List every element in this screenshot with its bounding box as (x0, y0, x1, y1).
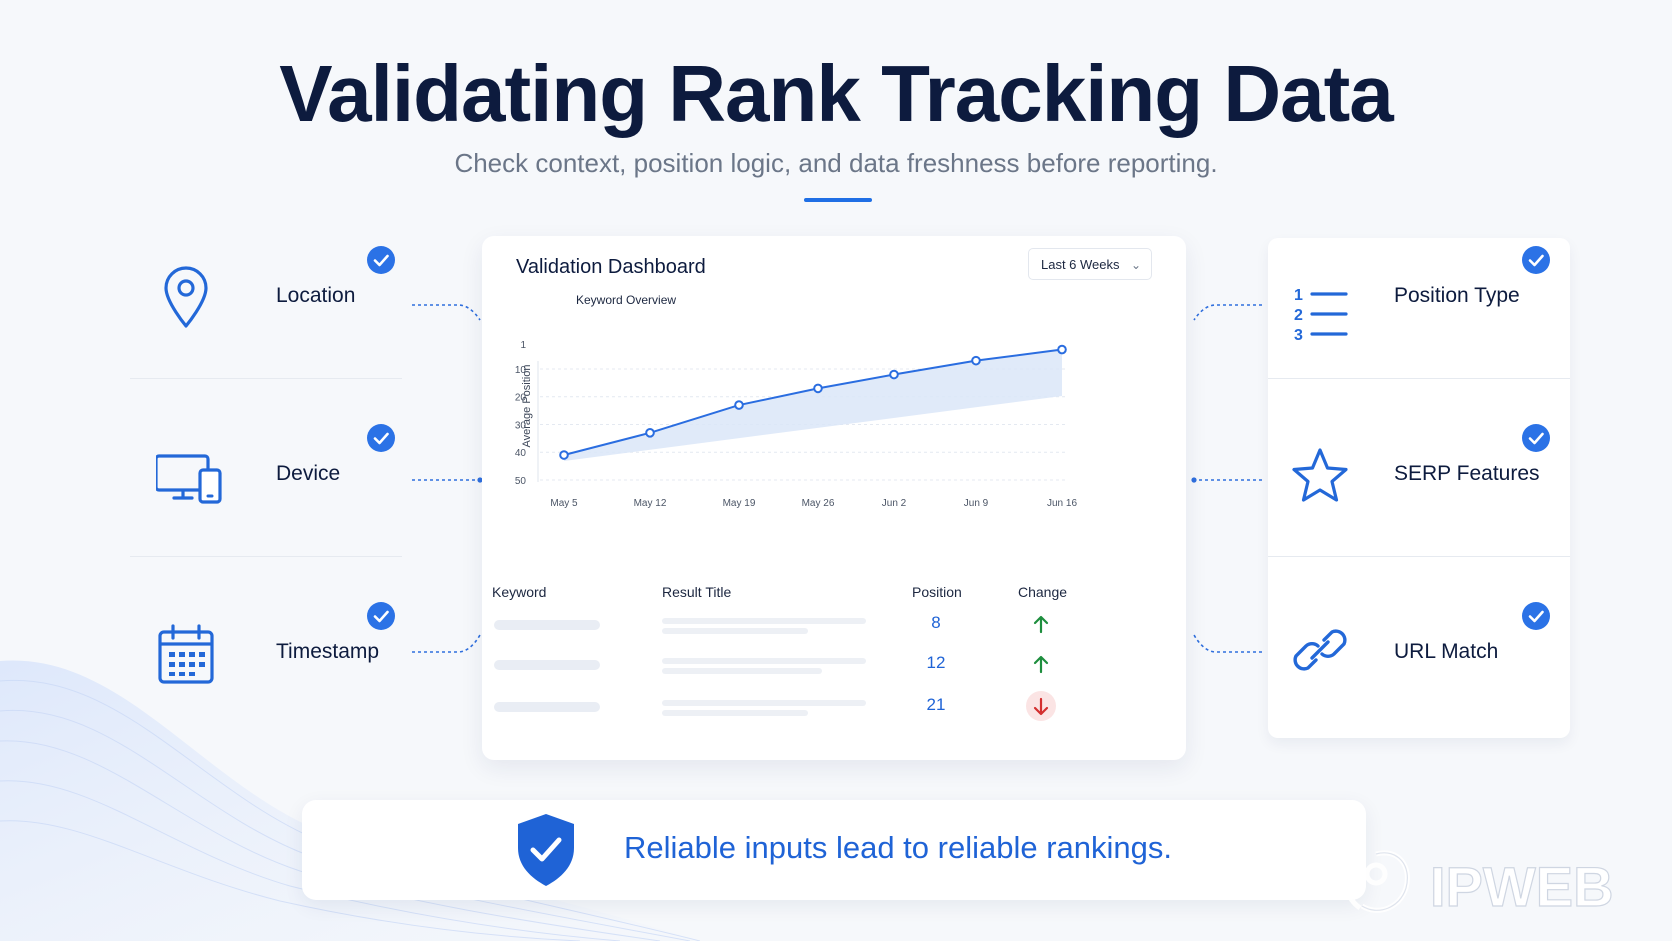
title-placeholder-bar (662, 628, 808, 634)
date-range-value: Last 6 Weeks (1041, 257, 1120, 272)
reliability-banner: Reliable inputs lead to reliable ranking… (302, 800, 1366, 900)
chart-x-tick-label: May 5 (550, 498, 578, 509)
checklist-label: Timestamp (276, 640, 380, 663)
check-badge-icon (367, 246, 395, 274)
devices-icon (156, 454, 222, 504)
check-badge-icon (367, 424, 395, 452)
item-divider (1268, 378, 1570, 379)
chart-data-point (889, 369, 899, 380)
chart-data-point (645, 428, 655, 438)
validation-dashboard-card: Validation Dashboard Last 6 Weeks ⌄ Keyw… (482, 236, 1186, 760)
right-checklist-card (1268, 238, 1570, 738)
chart-data-point (559, 450, 569, 460)
checklist-item-timestamp: Timestamp (156, 588, 446, 728)
item-divider (1268, 556, 1570, 557)
chart-y-tick-label: 20 (515, 393, 527, 404)
checklist-label: Position Type (1394, 284, 1520, 307)
chart-y-axis-label: Average Position (521, 365, 533, 448)
title-placeholder-bar (662, 710, 808, 716)
checklist-item-url-match: URL Match (1290, 588, 1580, 728)
chart-x-tick-label: Jun 9 (964, 498, 989, 509)
title-placeholder-bar (662, 618, 866, 624)
star-icon (1292, 448, 1348, 502)
svg-text:1: 1 (1294, 287, 1303, 304)
item-divider (130, 556, 402, 557)
arrow-up-icon (1026, 650, 1056, 680)
chart-x-tick-label: May 19 (723, 498, 756, 509)
keyword-placeholder-bar (494, 660, 600, 670)
chart-title: Keyword Overview (576, 293, 676, 307)
chart-y-tick-label: 40 (515, 448, 527, 459)
title-underline (804, 198, 872, 202)
position-value: 8 (931, 613, 941, 632)
table-header-position: Position (912, 584, 962, 600)
checklist-item-location: Location (156, 232, 446, 372)
keyword-overview-chart: Keyword Overview Average Position 1 10 20 3… (515, 293, 1078, 509)
page-subtitle: Check context, position logic, and data … (454, 148, 1218, 178)
chart-x-tick-label: May 12 (634, 498, 667, 509)
checklist-item-device: Device (156, 410, 446, 550)
svg-text:3: 3 (1294, 327, 1303, 340)
arrow-up-icon (1026, 610, 1056, 640)
check-badge-icon (1522, 424, 1550, 452)
check-badge-icon (367, 602, 395, 630)
chart-x-tick-label: Jun 2 (882, 498, 907, 509)
shield-check-icon (518, 814, 574, 886)
keyword-placeholder-bar (494, 702, 600, 712)
link-icon (1293, 629, 1347, 671)
right-connectors (1191, 304, 1262, 653)
arrow-down-icon (1026, 691, 1056, 721)
chart-y-tick-label: 10 (515, 365, 527, 376)
checklist-label: Device (276, 462, 341, 485)
title-placeholder-bar (662, 668, 822, 674)
table-header-keyword: Keyword (492, 584, 547, 600)
checklist-label: SERP Features (1394, 462, 1540, 485)
chart-y-tick-label: 1 (520, 340, 526, 351)
chart-data-point (813, 383, 823, 394)
position-value: 12 (926, 653, 946, 672)
chart-data-point (971, 355, 981, 366)
position-value: 21 (926, 695, 946, 714)
check-badge-icon (1522, 602, 1550, 630)
date-range-select[interactable]: Last 6 Weeks ⌄ (1028, 248, 1152, 280)
checklist-label: Location (276, 284, 356, 307)
chart-x-tick-label: May 26 (802, 498, 835, 509)
logo-text: IPWEB (1430, 855, 1614, 918)
calendar-icon (158, 624, 214, 684)
ipweb-logo: IPWEB (1343, 850, 1614, 919)
chart-data-point (1057, 344, 1067, 355)
checklist-label: URL Match (1394, 640, 1499, 663)
numbered-list-icon: 1 2 3 (1294, 287, 1348, 340)
banner-text: Reliable inputs lead to reliable ranking… (624, 830, 1172, 865)
keyword-placeholder-bar (494, 620, 600, 630)
checklist-item-serp-features: SERP Features (1290, 410, 1580, 550)
map-pin-icon (164, 266, 208, 328)
title-placeholder-bar (662, 700, 866, 706)
chart-y-tick-label: 30 (515, 420, 527, 431)
item-divider (130, 378, 402, 379)
chart-area-fill (564, 349, 1062, 462)
chart-x-tick-label: Jun 16 (1047, 498, 1077, 509)
table-header-change: Change (1018, 584, 1068, 600)
chart-y-tick-label: 50 (515, 476, 527, 487)
svg-text:2: 2 (1294, 307, 1303, 324)
title-placeholder-bar (662, 658, 866, 664)
check-badge-icon (1522, 246, 1550, 274)
checklist-item-position-type: 1 2 3 Position Type (1290, 232, 1580, 372)
chart-data-point (734, 400, 744, 410)
dashboard-title: Validation Dashboard (516, 256, 706, 278)
table-header-result-title: Result Title (662, 584, 732, 600)
page-title: Validating Rank Tracking Data (279, 49, 1394, 138)
chevron-down-icon: ⌄ (1130, 258, 1141, 272)
